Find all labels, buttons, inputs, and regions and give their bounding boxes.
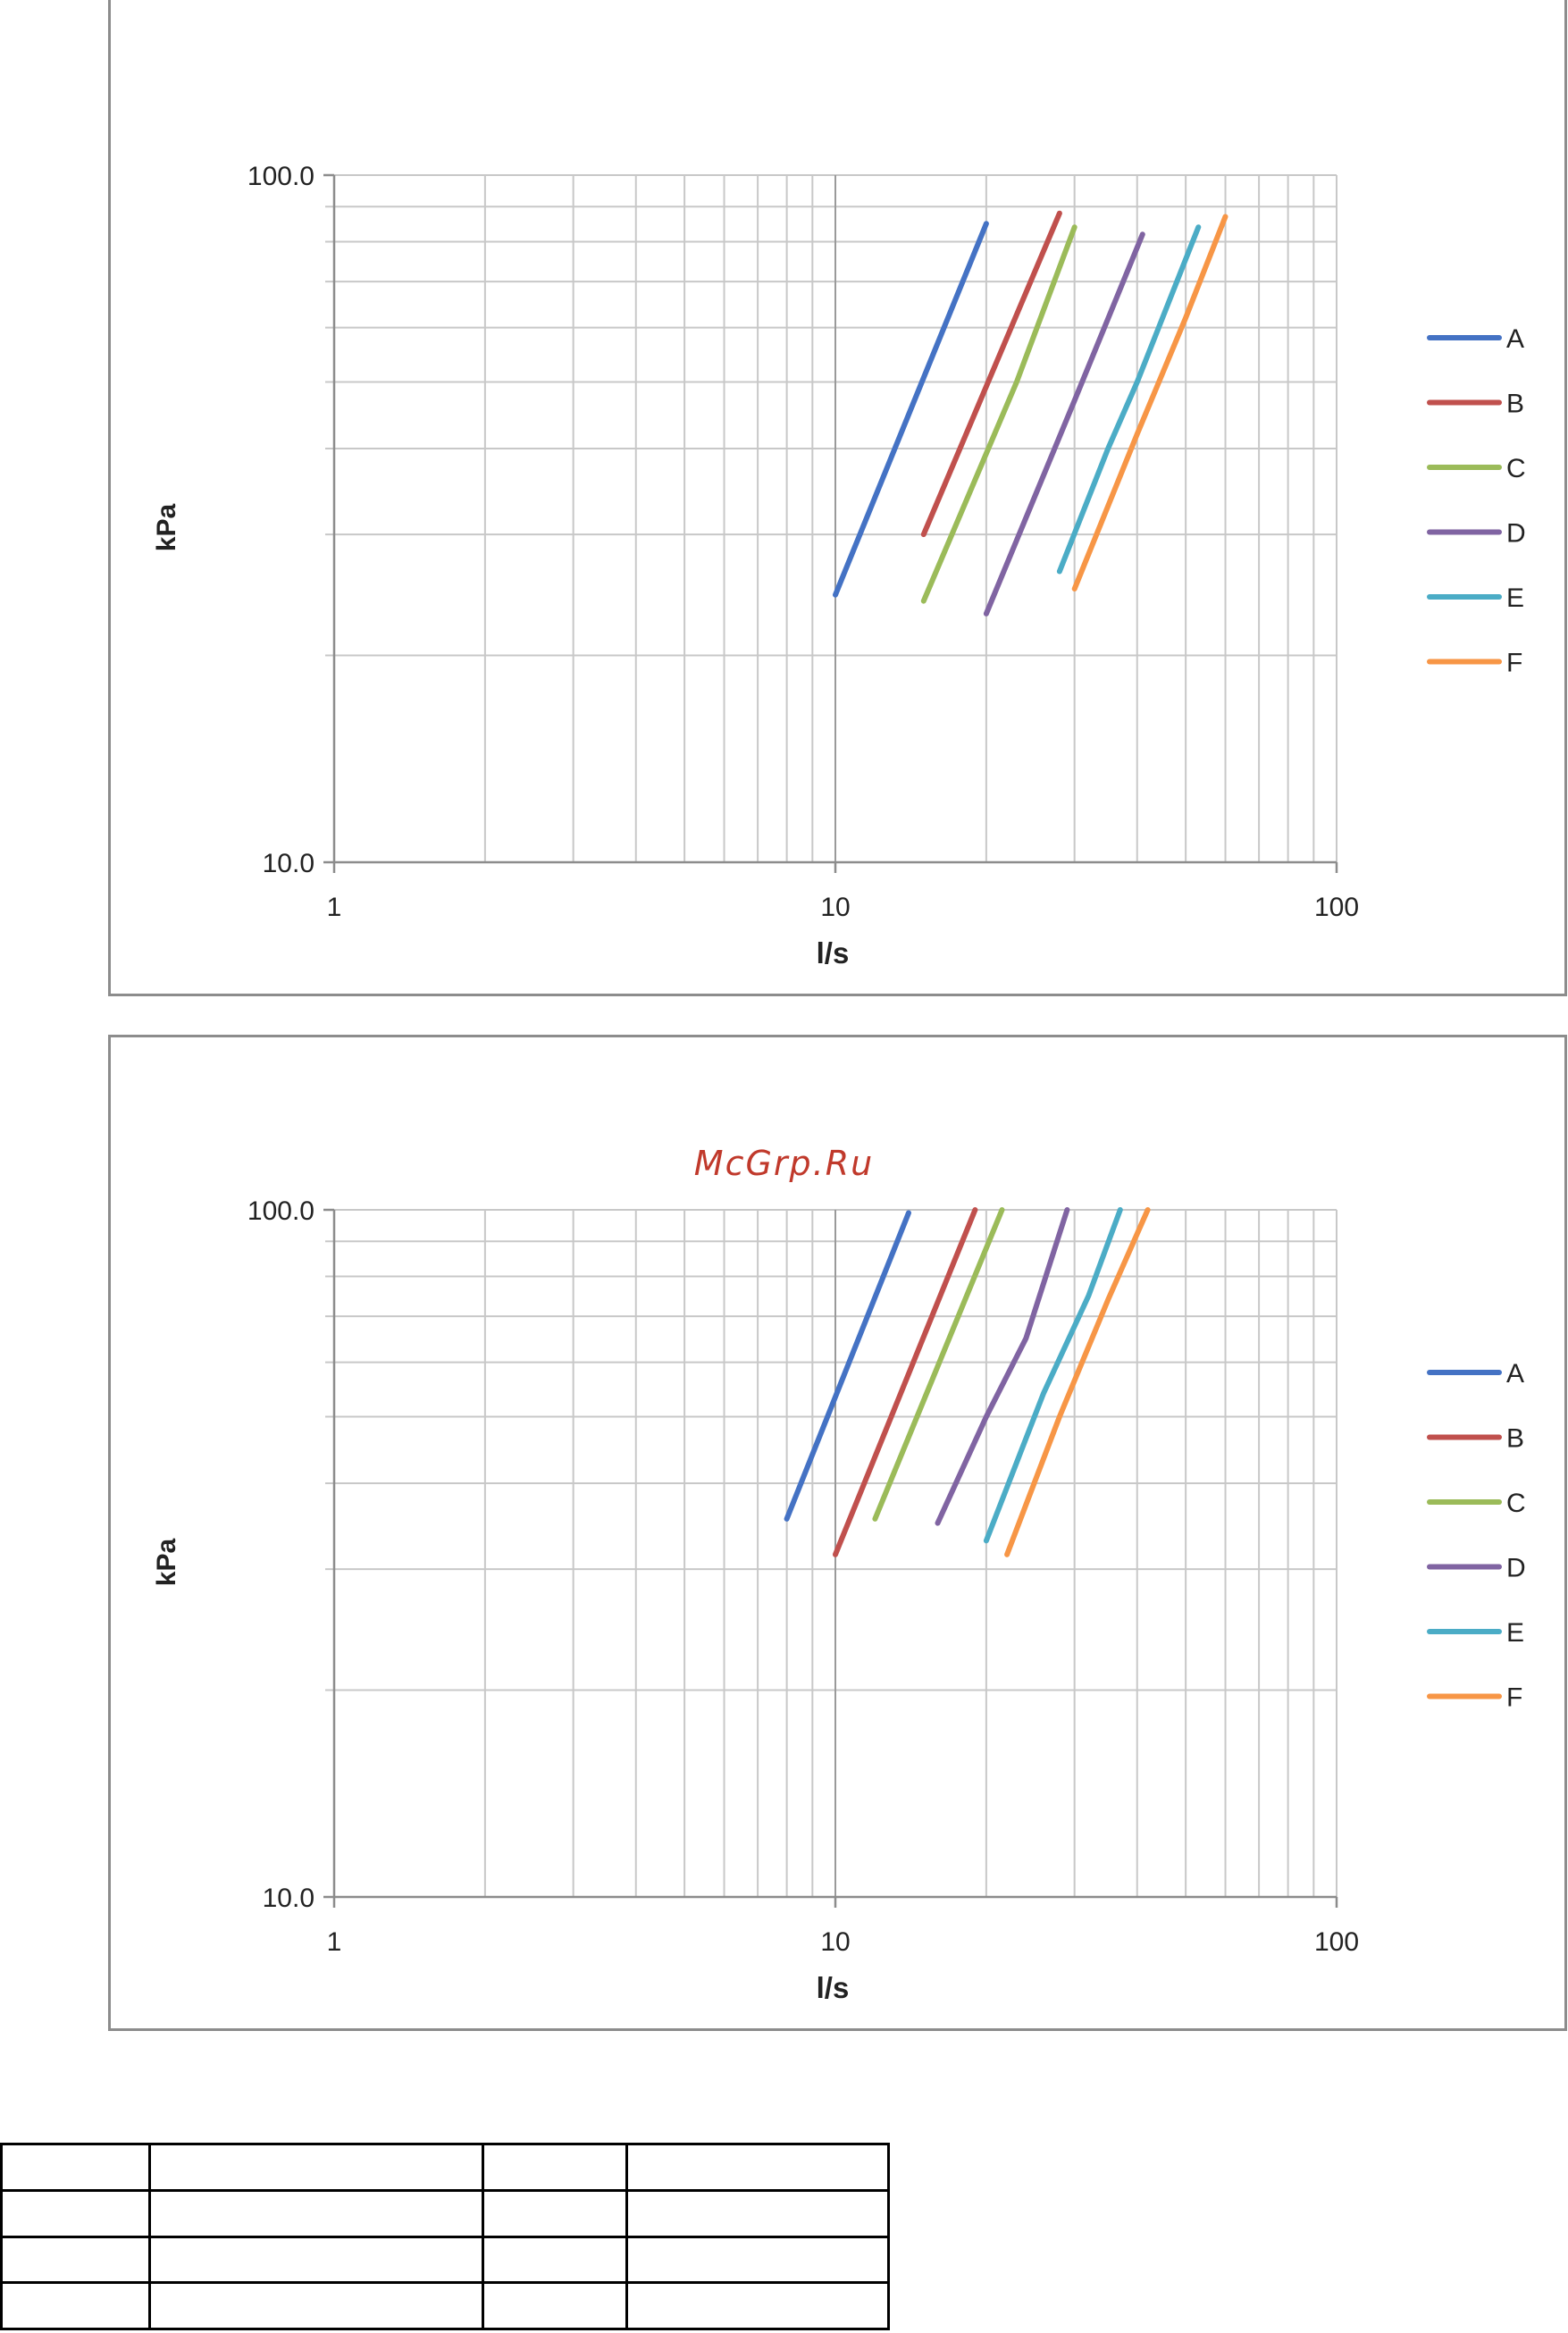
grid-lines — [325, 174, 1337, 871]
table-row — [0, 2235, 891, 2285]
series-line-a — [833, 221, 989, 598]
y-axis-label: kPa — [152, 1539, 181, 1587]
legend-label: B — [1506, 1424, 1524, 1454]
y-axis-label: kPa — [152, 504, 181, 552]
watermark: McGrp.Ru — [693, 1144, 875, 1183]
x-tick-label: 1 — [327, 1927, 342, 1957]
series-line-e — [1056, 224, 1202, 575]
series-line-e — [983, 1207, 1123, 1544]
series-line-b — [833, 1207, 978, 1557]
legend-label: A — [1506, 1359, 1524, 1389]
y-tick-label: 100.0 — [247, 1196, 314, 1226]
legend-label: D — [1506, 519, 1526, 549]
legend-label: D — [1506, 1554, 1526, 1583]
grid-lines — [325, 1209, 1337, 1906]
series-line-d — [935, 1207, 1070, 1526]
chart-1: 1 10 100 10.0 100.0 l/s kPa A B C D E F — [152, 162, 1526, 969]
legend: A B C D E F — [1427, 324, 1526, 678]
series-line-c — [872, 1207, 1005, 1522]
table-row — [0, 2281, 891, 2330]
series-line-d — [983, 231, 1145, 617]
y-tick-label: 10.0 — [263, 1884, 314, 1913]
empty-table — [0, 2143, 891, 2330]
legend-label: E — [1506, 1618, 1524, 1648]
x-tick-label: 100 — [1314, 893, 1359, 922]
series-line-c — [920, 224, 1077, 604]
x-tick-label: 10 — [820, 1927, 850, 1957]
legend-label: B — [1506, 390, 1524, 419]
x-tick-label: 100 — [1314, 1927, 1359, 1957]
table-row — [0, 2143, 891, 2192]
legend: A B C D E F — [1427, 1359, 1526, 1713]
legend-label: F — [1506, 1683, 1522, 1713]
legend-label: C — [1506, 454, 1526, 483]
series-line-b — [920, 210, 1062, 538]
table-row — [0, 2188, 891, 2238]
chart-panel-2 — [108, 1035, 1567, 2031]
legend-label: A — [1506, 324, 1524, 354]
x-axis-label: l/s — [817, 1971, 850, 2004]
chart-2: 1 10 100 10.0 100.0 l/s kPa A B C D E F — [152, 1196, 1526, 2004]
y-tick-label: 10.0 — [263, 849, 314, 878]
x-tick-label: 1 — [327, 893, 342, 922]
legend-label: C — [1506, 1489, 1526, 1518]
series-line-f — [1004, 1207, 1151, 1557]
series-line-a — [784, 1210, 911, 1522]
y-tick-label: 100.0 — [247, 162, 314, 191]
chart-panel-1 — [108, 0, 1567, 996]
series-line-f — [1071, 214, 1228, 592]
legend-label: F — [1506, 649, 1522, 678]
legend-label: E — [1506, 583, 1524, 613]
x-tick-label: 10 — [820, 893, 850, 922]
x-axis-label: l/s — [817, 936, 850, 969]
